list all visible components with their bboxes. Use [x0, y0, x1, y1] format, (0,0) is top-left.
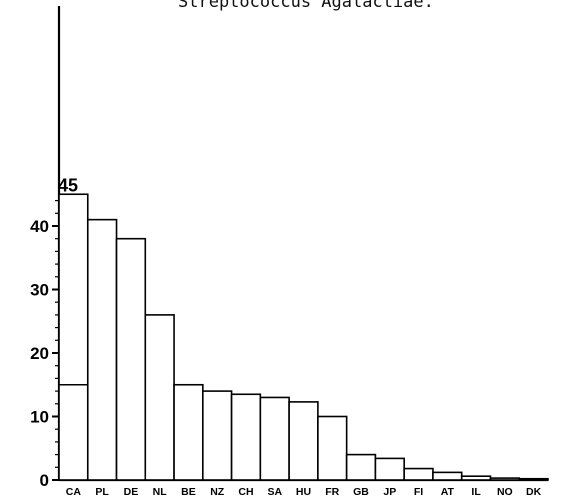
x-tick-label: FR — [325, 486, 339, 498]
bar-be — [173, 383, 204, 481]
bar-ch — [230, 393, 262, 481]
bar-at — [432, 471, 463, 481]
bar-nz — [202, 390, 233, 481]
chart-title: Streptococcus Agalactiae. — [178, 0, 434, 12]
bar-no — [489, 477, 521, 481]
x-tick-label: CH — [238, 486, 253, 498]
bar-hu — [288, 401, 319, 481]
y-tick-label: 20 — [30, 344, 49, 363]
y-tick-label: 40 — [30, 217, 49, 236]
bar-fr — [317, 415, 348, 481]
bar-ca — [58, 193, 89, 481]
data-label: 45 — [58, 175, 78, 195]
x-tick-label: PL — [95, 486, 109, 498]
x-tick-label: DK — [526, 486, 542, 498]
x-tick-label: IL — [471, 486, 481, 498]
x-tick-label: DE — [124, 486, 139, 498]
bar-dk — [518, 477, 549, 481]
x-tick-label: NO — [497, 486, 513, 498]
y-tick-label: 10 — [30, 408, 49, 427]
bar-de — [115, 237, 147, 481]
x-tick-label: GB — [353, 486, 369, 498]
bar-jp — [374, 457, 405, 481]
bar-il — [460, 475, 492, 481]
bar-nl — [144, 314, 175, 481]
bar-sa — [259, 396, 290, 481]
bar-pl — [86, 218, 118, 481]
x-tick-label: SA — [267, 486, 282, 498]
x-tick-label: CA — [66, 486, 82, 498]
y-tick-label: 0 — [40, 471, 49, 490]
x-tick-label: AT — [441, 486, 455, 498]
x-tick-label: JP — [383, 486, 396, 498]
y-tick-label: 30 — [30, 281, 49, 300]
x-tick-label: FI — [414, 486, 423, 498]
bar-gb — [345, 453, 377, 481]
x-tick-label: NZ — [210, 486, 225, 498]
bar-fi — [403, 467, 434, 481]
x-tick-label: HU — [296, 486, 311, 498]
x-tick-label: NL — [153, 486, 168, 498]
x-tick-label: BE — [181, 486, 196, 498]
